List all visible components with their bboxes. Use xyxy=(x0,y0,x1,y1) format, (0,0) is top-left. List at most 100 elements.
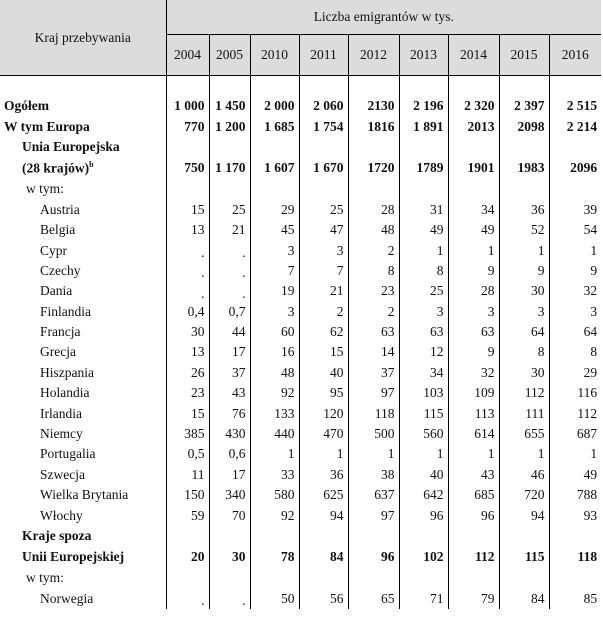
table-cell: 16 xyxy=(249,342,299,363)
table-cell xyxy=(498,525,549,547)
table-row: Grecja 13 17 16 15 14 12 9 8 8 xyxy=(0,342,602,363)
table-cell: 560 xyxy=(398,423,448,445)
header-year: 2004 xyxy=(165,34,209,76)
table-cell xyxy=(398,568,448,589)
table-cell: 1720 xyxy=(347,157,399,180)
row-label-text: W tym Europa xyxy=(4,118,90,134)
table-cell: 1 xyxy=(498,444,549,465)
table-cell: 115 xyxy=(398,403,448,424)
table-cell xyxy=(208,179,250,200)
table-cell: 500 xyxy=(347,423,399,445)
table-cell: 637 xyxy=(347,485,399,506)
table-cell: 62 xyxy=(298,321,348,343)
table-cell: 1983 xyxy=(498,157,549,180)
table-cell: 1 xyxy=(298,444,348,465)
header-group-title: Liczba emigrantów w tys. xyxy=(165,0,602,35)
table-cell: 49 xyxy=(447,219,499,241)
table-body: Ogółem 1 000 1 450 2 000 2 060 2130 2 196 2 320… xyxy=(0,75,602,609)
table-cell: 2096 xyxy=(548,157,602,180)
table-cell: 40 xyxy=(298,362,348,384)
table-cell: 31 xyxy=(398,199,448,220)
table-cell: 2 397 xyxy=(498,96,549,117)
table-cell: 29 xyxy=(249,199,299,220)
table-row-label: Unia Europejska xyxy=(0,136,602,158)
table-cell: 7 xyxy=(249,260,299,282)
table-cell: 59 xyxy=(165,505,209,526)
table-cell: 38 xyxy=(347,464,399,486)
table-cell xyxy=(208,568,250,589)
table-cell: . xyxy=(165,588,209,609)
header-year: 2005 xyxy=(208,34,250,76)
table-cell: 12 xyxy=(398,342,448,363)
table-cell: 9 xyxy=(447,342,499,363)
table-cell: 94 xyxy=(498,505,549,526)
table-cell: 13 xyxy=(165,342,209,363)
table-cell xyxy=(548,568,602,589)
row-label-text: w tym: xyxy=(26,181,64,197)
table-cell: 118 xyxy=(548,546,602,569)
table-cell: 7 xyxy=(298,260,348,282)
table-cell: 78 xyxy=(249,546,299,569)
table-cell: 44 xyxy=(208,321,250,343)
table-cell xyxy=(347,179,399,200)
table-row: w tym: xyxy=(0,179,602,200)
table-cell: 8 xyxy=(347,260,399,282)
row-label-text: Czechy xyxy=(40,262,81,278)
table-cell: 33 xyxy=(249,464,299,486)
table-cell: 49 xyxy=(548,464,602,486)
table-row: Ogółem 1 000 1 450 2 000 2 060 2130 2 196 2 320… xyxy=(0,96,602,117)
table-cell: 2 xyxy=(347,301,399,322)
table-cell: 614 xyxy=(447,423,499,445)
header-year: 2015 xyxy=(498,34,549,76)
table-row: Portugalia 0,5 0,6 1 1 1 1 1 1 1 xyxy=(0,444,602,465)
table-row: Finlandia 0,4 0,7 3 2 2 3 3 3 3 xyxy=(0,301,602,322)
table-cell xyxy=(298,179,348,200)
header-year: 2013 xyxy=(398,34,448,76)
table-cell: 63 xyxy=(347,321,399,343)
table-cell: 36 xyxy=(298,464,348,486)
table-cell xyxy=(347,568,399,589)
table-cell xyxy=(165,568,209,589)
table-cell: 11 xyxy=(165,464,209,486)
table-cell: 1 200 xyxy=(208,116,250,137)
table-cell xyxy=(548,136,602,158)
table-cell: 13 xyxy=(165,219,209,241)
table-cell: 3 xyxy=(398,301,448,322)
table-cell: 84 xyxy=(498,588,549,609)
table-cell: 15 xyxy=(165,403,209,424)
row-label-text: Włochy xyxy=(40,507,83,523)
table-cell: 0,7 xyxy=(208,301,250,322)
table-cell xyxy=(498,179,549,200)
table-row: w tym: xyxy=(0,568,602,589)
table-cell xyxy=(249,525,299,547)
table-cell: 40 xyxy=(398,464,448,486)
table-cell xyxy=(548,525,602,547)
table-row: Austria 15 25 29 25 28 31 34 36 39 xyxy=(0,199,602,220)
table-cell: 1 000 xyxy=(165,96,209,117)
row-label: w tym: xyxy=(0,568,166,588)
table-cell: 3 xyxy=(298,240,348,261)
table-cell: . xyxy=(208,588,250,609)
row-label-text: Finlandia xyxy=(40,303,91,319)
table-cell: 103 xyxy=(398,383,448,404)
table-cell xyxy=(498,136,549,158)
table-cell: 32 xyxy=(447,362,499,384)
table-cell: 720 xyxy=(498,485,549,506)
table-cell: 63 xyxy=(447,321,499,343)
table-cell xyxy=(165,136,209,158)
table-cell: 43 xyxy=(447,464,499,486)
table-cell: 1 xyxy=(548,240,602,261)
table-cell: 1 670 xyxy=(298,157,348,180)
table-cell: 95 xyxy=(298,383,348,404)
row-label-top: Unia Europejska xyxy=(22,138,120,154)
table-cell: 1 xyxy=(548,444,602,465)
table-cell: 25 xyxy=(208,199,250,220)
table-cell: 92 xyxy=(249,383,299,404)
table-row: Hiszpania 26 37 48 40 37 34 32 30 29 xyxy=(0,362,602,384)
table-cell: 8 xyxy=(398,260,448,282)
row-label-text: Austria xyxy=(40,201,80,217)
table-cell: 43 xyxy=(208,383,250,404)
row-label-text: Wielka Brytania xyxy=(40,487,129,503)
header-country: Kraj przebywania xyxy=(0,0,166,76)
table-cell: . xyxy=(165,260,209,282)
